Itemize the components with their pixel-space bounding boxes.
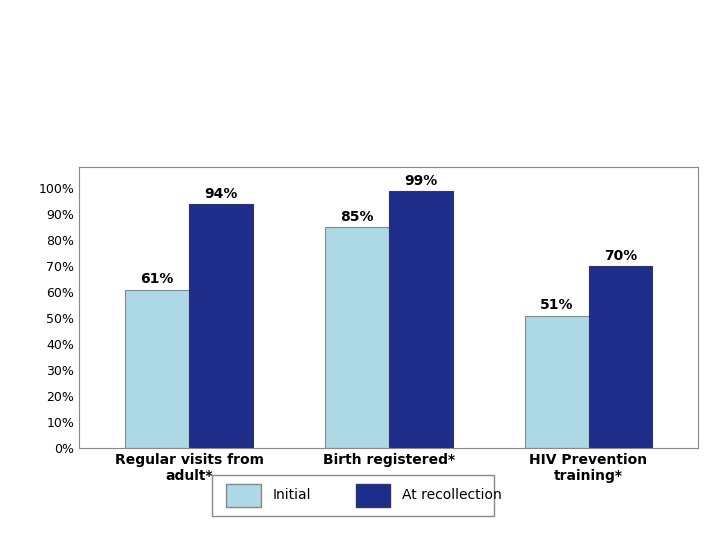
- Text: 61%: 61%: [140, 273, 174, 287]
- Text: 85%: 85%: [340, 210, 374, 224]
- Bar: [356, 484, 390, 507]
- Bar: [125, 289, 189, 448]
- Text: At recollection: At recollection: [402, 489, 502, 502]
- Text: Namibia: Namibia: [22, 60, 131, 84]
- Text: 70%: 70%: [604, 249, 637, 263]
- Text: Results: Child-level Impact – Protection: Results: Child-level Impact – Protection: [22, 16, 546, 40]
- Bar: [525, 315, 588, 448]
- Bar: [588, 266, 652, 448]
- Bar: [226, 484, 261, 507]
- Bar: [189, 204, 253, 448]
- Bar: [389, 191, 453, 448]
- Text: 94%: 94%: [204, 187, 238, 201]
- Text: 99%: 99%: [404, 174, 437, 188]
- Text: Initial: Initial: [272, 489, 310, 502]
- Text: 51%: 51%: [540, 299, 573, 313]
- Bar: [325, 227, 389, 448]
